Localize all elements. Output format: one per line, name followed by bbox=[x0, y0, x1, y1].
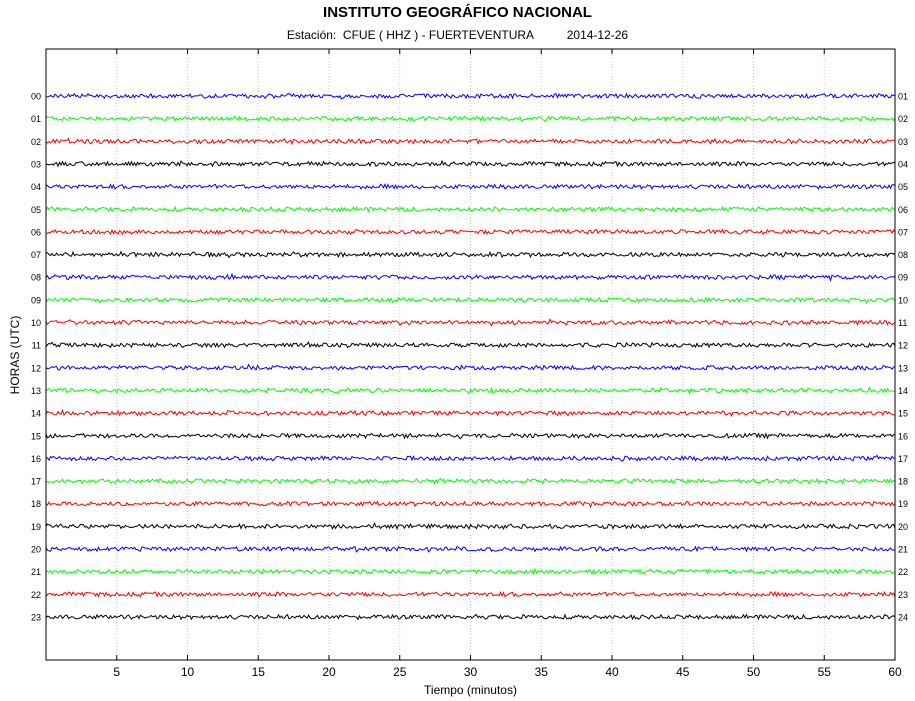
trace-hour-12 bbox=[45, 363, 896, 371]
hour-label-left: 01 bbox=[31, 114, 41, 124]
trace-hour-14 bbox=[45, 408, 896, 418]
hour-label-left: 02 bbox=[31, 137, 41, 147]
trace-hour-00 bbox=[45, 92, 896, 100]
x-axis-label: Tiempo (minutos) bbox=[424, 683, 517, 697]
hour-label-right: 24 bbox=[898, 612, 908, 622]
hour-label-right: 06 bbox=[898, 205, 908, 215]
hour-label-left: 23 bbox=[31, 612, 41, 622]
x-tick-label: 25 bbox=[393, 665, 407, 679]
trace-hour-10 bbox=[45, 318, 896, 327]
hour-label-left: 05 bbox=[31, 205, 41, 215]
x-tick-label: 50 bbox=[747, 665, 761, 679]
trace-hour-13 bbox=[45, 386, 896, 395]
hour-label-right: 11 bbox=[898, 318, 907, 328]
hour-label-left: 18 bbox=[31, 499, 41, 509]
hour-label-left: 16 bbox=[31, 454, 41, 464]
trace-hour-07 bbox=[45, 250, 896, 259]
trace-hour-05 bbox=[45, 205, 896, 213]
x-tick-label: 45 bbox=[676, 665, 690, 679]
x-tick-label: 5 bbox=[113, 665, 120, 679]
hour-label-right: 05 bbox=[898, 182, 908, 192]
hour-label-right: 15 bbox=[898, 409, 908, 419]
hour-label-left: 04 bbox=[31, 182, 41, 192]
trace-hour-20 bbox=[45, 545, 896, 553]
hour-label-right: 02 bbox=[898, 114, 908, 124]
hour-label-left: 07 bbox=[31, 250, 41, 260]
hour-label-left: 00 bbox=[31, 92, 41, 102]
trace-hour-09 bbox=[45, 296, 896, 305]
hour-label-right: 19 bbox=[898, 499, 908, 509]
hour-label-right: 20 bbox=[898, 522, 908, 532]
trace-hour-19 bbox=[45, 521, 896, 531]
hour-label-right: 08 bbox=[898, 250, 908, 260]
trace-hour-04 bbox=[45, 182, 896, 191]
x-tick-label: 35 bbox=[535, 665, 549, 679]
trace-hour-23 bbox=[45, 613, 896, 621]
hour-label-left: 19 bbox=[31, 522, 41, 532]
x-tick-label: 15 bbox=[252, 665, 266, 679]
trace-hour-08 bbox=[45, 272, 896, 283]
hour-labels: 00 01 01 02 02 03 03 04 04 05 05 06 06 07 07 08 08 09 09 10… bbox=[31, 92, 908, 623]
trace-hour-06 bbox=[45, 228, 896, 236]
y-axis-label: HORAS (UTC) bbox=[8, 316, 22, 395]
hour-label-right: 22 bbox=[898, 567, 908, 577]
hour-label-left: 17 bbox=[31, 477, 41, 487]
trace-hour-17 bbox=[45, 477, 896, 485]
hour-label-right: 13 bbox=[898, 363, 908, 373]
hour-label-right: 17 bbox=[898, 454, 908, 464]
station-label: Estación: bbox=[286, 28, 337, 42]
hour-label-left: 14 bbox=[31, 409, 41, 419]
trace-hour-02 bbox=[45, 137, 896, 146]
hour-label-left: 12 bbox=[31, 363, 41, 373]
trace-hour-21 bbox=[45, 567, 896, 576]
trace-hour-16 bbox=[45, 454, 896, 462]
hour-label-left: 06 bbox=[31, 227, 41, 237]
hour-label-left: 20 bbox=[31, 545, 41, 555]
record-date: 2014-12-26 bbox=[566, 28, 629, 42]
hour-label-right: 23 bbox=[898, 590, 908, 600]
x-tick-label: 20 bbox=[322, 665, 336, 679]
x-tick-label: 55 bbox=[818, 665, 832, 679]
hour-label-right: 09 bbox=[898, 273, 908, 283]
trace-hour-11 bbox=[45, 340, 896, 349]
x-tick-label: 10 bbox=[181, 665, 195, 679]
hour-label-right: 03 bbox=[898, 137, 908, 147]
trace-hour-01 bbox=[45, 115, 896, 122]
x-tick-label: 60 bbox=[888, 665, 902, 679]
hour-label-right: 14 bbox=[898, 386, 908, 396]
axis-ticks: 5 10 15 20 25 30 35 40 45 50 55 60 bbox=[113, 49, 902, 679]
hour-label-left: 11 bbox=[32, 341, 41, 351]
hour-label-left: 10 bbox=[31, 318, 41, 328]
hour-label-left: 08 bbox=[31, 273, 41, 283]
hour-label-right: 10 bbox=[898, 295, 908, 305]
x-tick-label: 30 bbox=[464, 665, 478, 679]
trace-hour-22 bbox=[45, 590, 896, 599]
trace-hour-18 bbox=[45, 500, 896, 509]
hour-label-left: 13 bbox=[31, 386, 41, 396]
hour-label-left: 22 bbox=[31, 590, 41, 600]
hour-label-right: 01 bbox=[898, 92, 908, 102]
chart-title: INSTITUTO GEOGRÁFICO NACIONAL bbox=[323, 4, 592, 21]
hour-label-left: 09 bbox=[31, 295, 41, 305]
trace-hour-15 bbox=[45, 432, 896, 440]
hour-label-right: 07 bbox=[898, 227, 908, 237]
station-name: CFUE ( HHZ ) - FUERTEVENTURA bbox=[342, 28, 534, 42]
seismic-traces bbox=[45, 92, 896, 621]
hour-label-right: 04 bbox=[898, 159, 908, 169]
chart-subtitle: Estación: CFUE ( HHZ ) - FUERTEVENTURA 2… bbox=[0, 28, 915, 42]
hour-label-left: 03 bbox=[31, 159, 41, 169]
hour-label-left: 15 bbox=[31, 431, 41, 441]
hour-label-right: 21 bbox=[898, 545, 908, 555]
x-tick-label: 40 bbox=[605, 665, 619, 679]
hour-label-left: 21 bbox=[31, 567, 41, 577]
grid-lines bbox=[116, 49, 825, 660]
hour-label-right: 18 bbox=[898, 477, 908, 487]
trace-hour-03 bbox=[45, 159, 896, 168]
hour-label-right: 16 bbox=[898, 431, 908, 441]
hour-label-right: 12 bbox=[898, 341, 908, 351]
